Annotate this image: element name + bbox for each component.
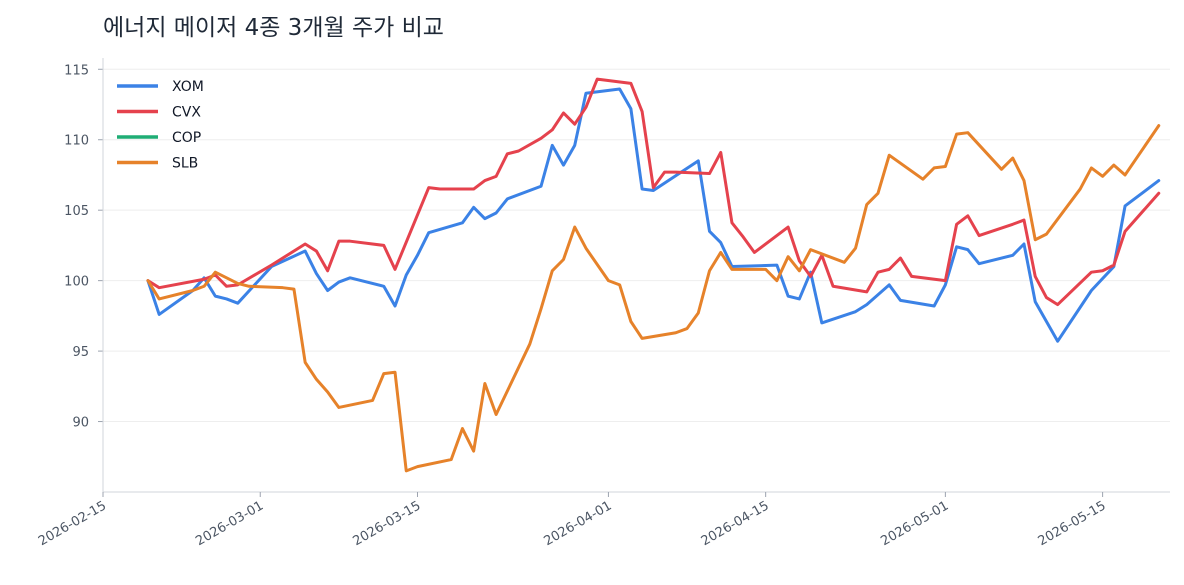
x-tick-label: 2026-04-15 [699, 498, 772, 549]
legend-label-slb: SLB [172, 156, 198, 172]
x-tick-label: 2026-05-15 [1036, 498, 1109, 549]
series-line-cvx [146, 77, 1161, 307]
y-tick-label: 110 [64, 134, 89, 149]
x-tick-label: 2026-05-01 [878, 498, 951, 549]
series-lines [146, 77, 1161, 473]
legend-label-cvx: CVX [172, 105, 201, 121]
chart-title: 에너지 메이저 4종 3개월 주가 비교 [103, 15, 444, 41]
y-tick-label: 115 [64, 63, 89, 78]
x-tick-label: 2026-04-01 [541, 498, 614, 549]
y-tick-label: 100 [64, 275, 89, 290]
y-tick-label: 90 [72, 416, 89, 431]
x-tick-label: 2026-03-15 [351, 498, 424, 549]
y-tick-label: 105 [64, 204, 89, 219]
x-tick-label: 2026-03-01 [193, 498, 266, 549]
legend: XOM CVX COP SLB [117, 79, 204, 172]
series-line-xom [146, 87, 1161, 343]
legend-label-cop: COP [172, 130, 201, 146]
x-tick-label: 2026-02-15 [36, 498, 109, 549]
series-line-slb [146, 124, 1161, 473]
gridlines [103, 68, 1170, 423]
axes: 90 95 100 105 110 115 2026-02-15 2026-03-01 2026… [36, 58, 1170, 549]
y-tick-label: 95 [72, 345, 89, 360]
legend-label-xom: XOM [172, 79, 204, 95]
